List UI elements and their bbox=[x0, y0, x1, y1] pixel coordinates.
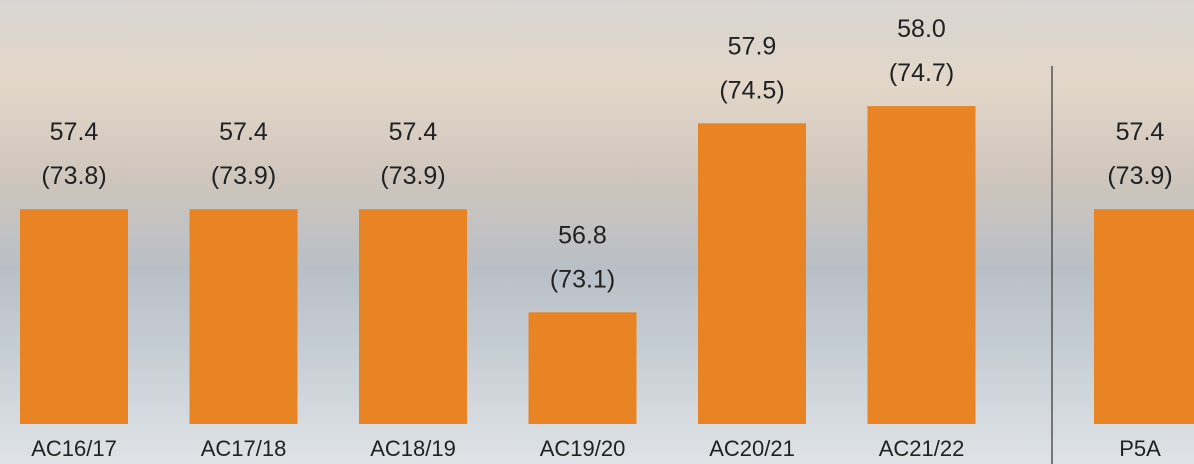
bar bbox=[189, 209, 298, 424]
bar bbox=[867, 106, 976, 424]
value-label: 56.8 bbox=[558, 221, 607, 249]
value-label: 57.4 bbox=[50, 118, 99, 146]
x-tick-label: P5A bbox=[1119, 436, 1161, 461]
value-label: 58.0 bbox=[897, 15, 946, 43]
bar bbox=[359, 209, 467, 424]
bar bbox=[20, 209, 128, 424]
value-label: 57.4 bbox=[1116, 118, 1165, 146]
bar bbox=[528, 312, 637, 424]
secondary-label: (73.9) bbox=[380, 162, 445, 190]
bar bbox=[1094, 209, 1194, 424]
x-tick-label: AC19/20 bbox=[540, 436, 626, 461]
secondary-label: (73.9) bbox=[211, 162, 276, 190]
value-label: 57.9 bbox=[728, 32, 777, 60]
x-tick-label: AC21/22 bbox=[879, 436, 965, 461]
value-label: 57.4 bbox=[219, 118, 268, 146]
secondary-label: (73.9) bbox=[1107, 162, 1172, 190]
value-label: 57.4 bbox=[389, 118, 438, 146]
bar bbox=[698, 123, 806, 425]
x-tick-label: AC18/19 bbox=[370, 436, 456, 461]
secondary-label: (73.8) bbox=[41, 162, 106, 190]
x-tick-label: AC20/21 bbox=[709, 436, 795, 461]
secondary-label: (74.7) bbox=[889, 59, 954, 87]
secondary-label: (73.1) bbox=[550, 265, 615, 293]
x-tick-label: AC17/18 bbox=[201, 436, 287, 461]
secondary-label: (74.5) bbox=[719, 76, 784, 104]
x-tick-label: AC16/17 bbox=[31, 436, 117, 461]
